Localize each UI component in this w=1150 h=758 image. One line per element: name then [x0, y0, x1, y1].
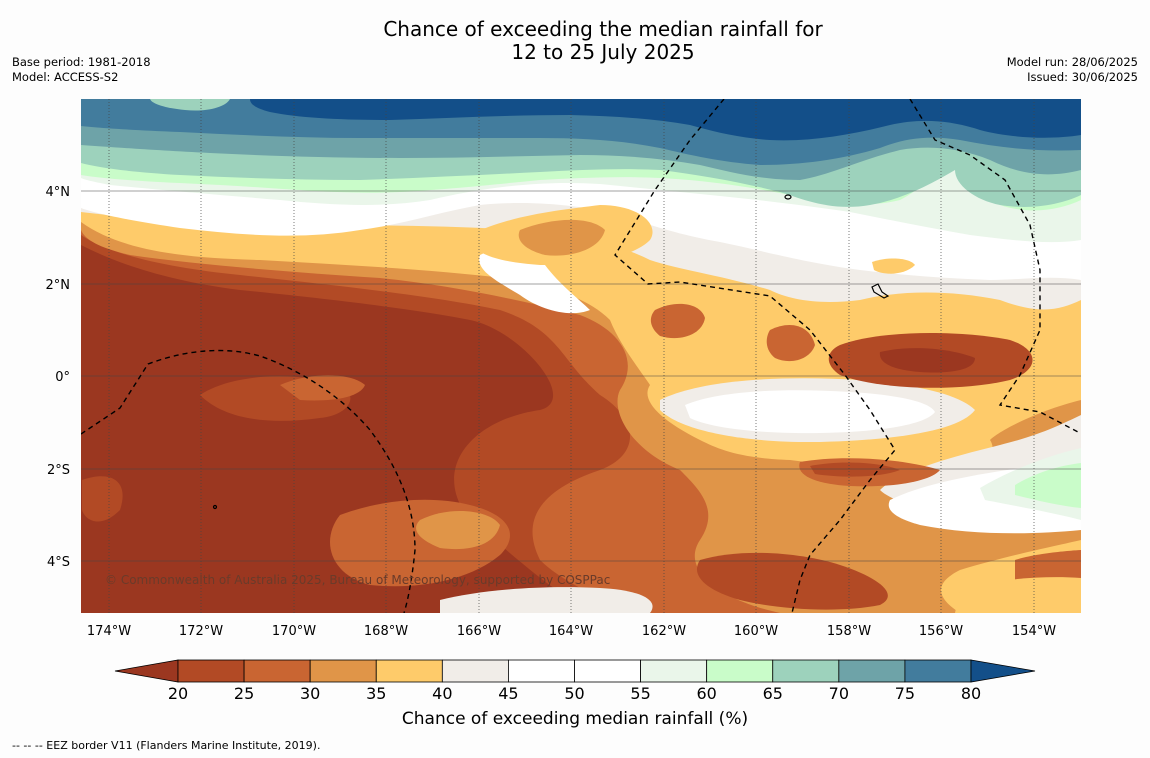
contour-20-25-strip: [810, 462, 900, 477]
colorbar-segment: [441, 659, 509, 683]
map-grid: [81, 99, 1081, 613]
colorbar-segment: [574, 659, 641, 683]
longitude-labels: 174°W 172°W 170°W 168°W 166°W 164°W 162°W 160°W…: [87, 624, 1056, 639]
contour-25-30-patch-ne: [650, 303, 705, 339]
contour-20-25-patch: [82, 476, 123, 522]
colorbar-segment: [309, 659, 377, 683]
eez-footnote: -- -- -- EEZ border V11 (Flanders Marine…: [12, 739, 321, 752]
colorbar-tick-label: 25: [233, 684, 255, 703]
longitude-label: 174°W: [87, 624, 131, 639]
eez-border-east: [909, 99, 1079, 433]
contour-35-40-islet: [872, 258, 915, 274]
title-line-1: Chance of exceeding the median rainfall …: [383, 17, 823, 41]
longitude-label: 156°W: [919, 624, 963, 639]
eez-borders: [81, 99, 1079, 613]
copyright-note: © Commonwealth of Australia 2025, Bureau…: [105, 573, 610, 587]
colorbar-tick-label: 30: [299, 684, 321, 703]
colorbar-tick-label: 75: [894, 684, 916, 703]
colorbar-segment: [508, 659, 575, 683]
colorbar-segment: [243, 659, 311, 683]
colorbar-tick-label: 55: [630, 684, 651, 703]
latitude-labels: 4°N 2°N 0° 2°S 4°S: [46, 185, 71, 570]
eez-border-central: [614, 99, 896, 613]
latitude-label: 4°S: [47, 555, 70, 570]
colorbar-tick-label: 50: [564, 684, 585, 703]
colorbar-tick-label: 80: [960, 684, 982, 703]
eez-border-west: [81, 349, 416, 613]
contour-below-20-east-inner: [879, 348, 975, 373]
longitude-label: 160°W: [734, 624, 778, 639]
colorbar-tick-label: 65: [762, 684, 783, 703]
contour-60-65-se: [1015, 463, 1081, 508]
colorbar-segment: [706, 659, 774, 683]
longitude-label: 158°W: [827, 624, 871, 639]
colorbar-tick-label: 60: [696, 684, 717, 703]
longitude-label: 170°W: [272, 624, 316, 639]
model-run: Model run: 28/06/2025: [1006, 55, 1138, 69]
rainfall-contours: [81, 99, 1081, 613]
colorbar-tick-label: 35: [366, 684, 387, 703]
colorbar-arrow-high: [970, 659, 1036, 683]
contour-30-35-south: [416, 510, 500, 550]
issued-date: Issued: 30/06/2025: [1027, 70, 1138, 84]
model-name: Model: ACCESS-S2: [12, 70, 119, 84]
contour-40-45-south: [440, 587, 653, 613]
longitude-label: 164°W: [549, 624, 593, 639]
contour-35-40-se-strip: [955, 577, 1081, 613]
islands: [212, 194, 890, 510]
contour-20-25-se: [696, 552, 888, 610]
longitude-label: 162°W: [642, 624, 686, 639]
contour-30-35-north: [518, 219, 605, 256]
colorbar-segment: [640, 659, 708, 683]
map-title: Chance of exceeding the median rainfall …: [0, 18, 1150, 64]
longitude-label: 168°W: [364, 624, 408, 639]
colorbar-tick-label: 20: [167, 684, 189, 703]
colorbar-arrow-low: [114, 659, 179, 683]
latitude-label: 0°: [55, 370, 70, 385]
longitude-label: 166°W: [457, 624, 501, 639]
colorbar-tick-label: 70: [828, 684, 850, 703]
colorbar-segment: [838, 659, 906, 683]
colorbar-title: Chance of exceeding median rainfall (%): [401, 709, 749, 729]
longitude-label: 172°W: [179, 624, 223, 639]
contour-above-80: [250, 99, 1081, 141]
title-line-2: 12 to 25 July 2025: [511, 40, 695, 64]
colorbar-segment: [772, 659, 840, 683]
base-period: Base period: 1981-2018: [12, 55, 151, 69]
colorbar-segment: [375, 659, 443, 683]
longitude-label: 154°W: [1012, 624, 1056, 639]
latitude-label: 4°N: [46, 185, 71, 200]
colorbar-tick-label: 40: [432, 684, 453, 703]
colorbar-segment: [904, 659, 972, 683]
contour-45-55-nw: [479, 249, 590, 314]
latitude-label: 2°N: [46, 278, 71, 293]
colorbar-tick-label: 45: [498, 684, 519, 703]
metadata-left: Base period: 1981-2018 Model: ACCESS-S2: [12, 55, 151, 85]
contour-65-70-nw: [150, 99, 230, 111]
contour-25-30-patch-e: [766, 325, 815, 362]
colorbar: [114, 659, 1036, 683]
latitude-label: 2°S: [47, 463, 70, 478]
contour-45-55-eq: [685, 390, 935, 434]
colorbar-segment: [177, 659, 245, 683]
metadata-right: Model run: 28/06/2025 Issued: 30/06/2025: [1007, 55, 1138, 85]
